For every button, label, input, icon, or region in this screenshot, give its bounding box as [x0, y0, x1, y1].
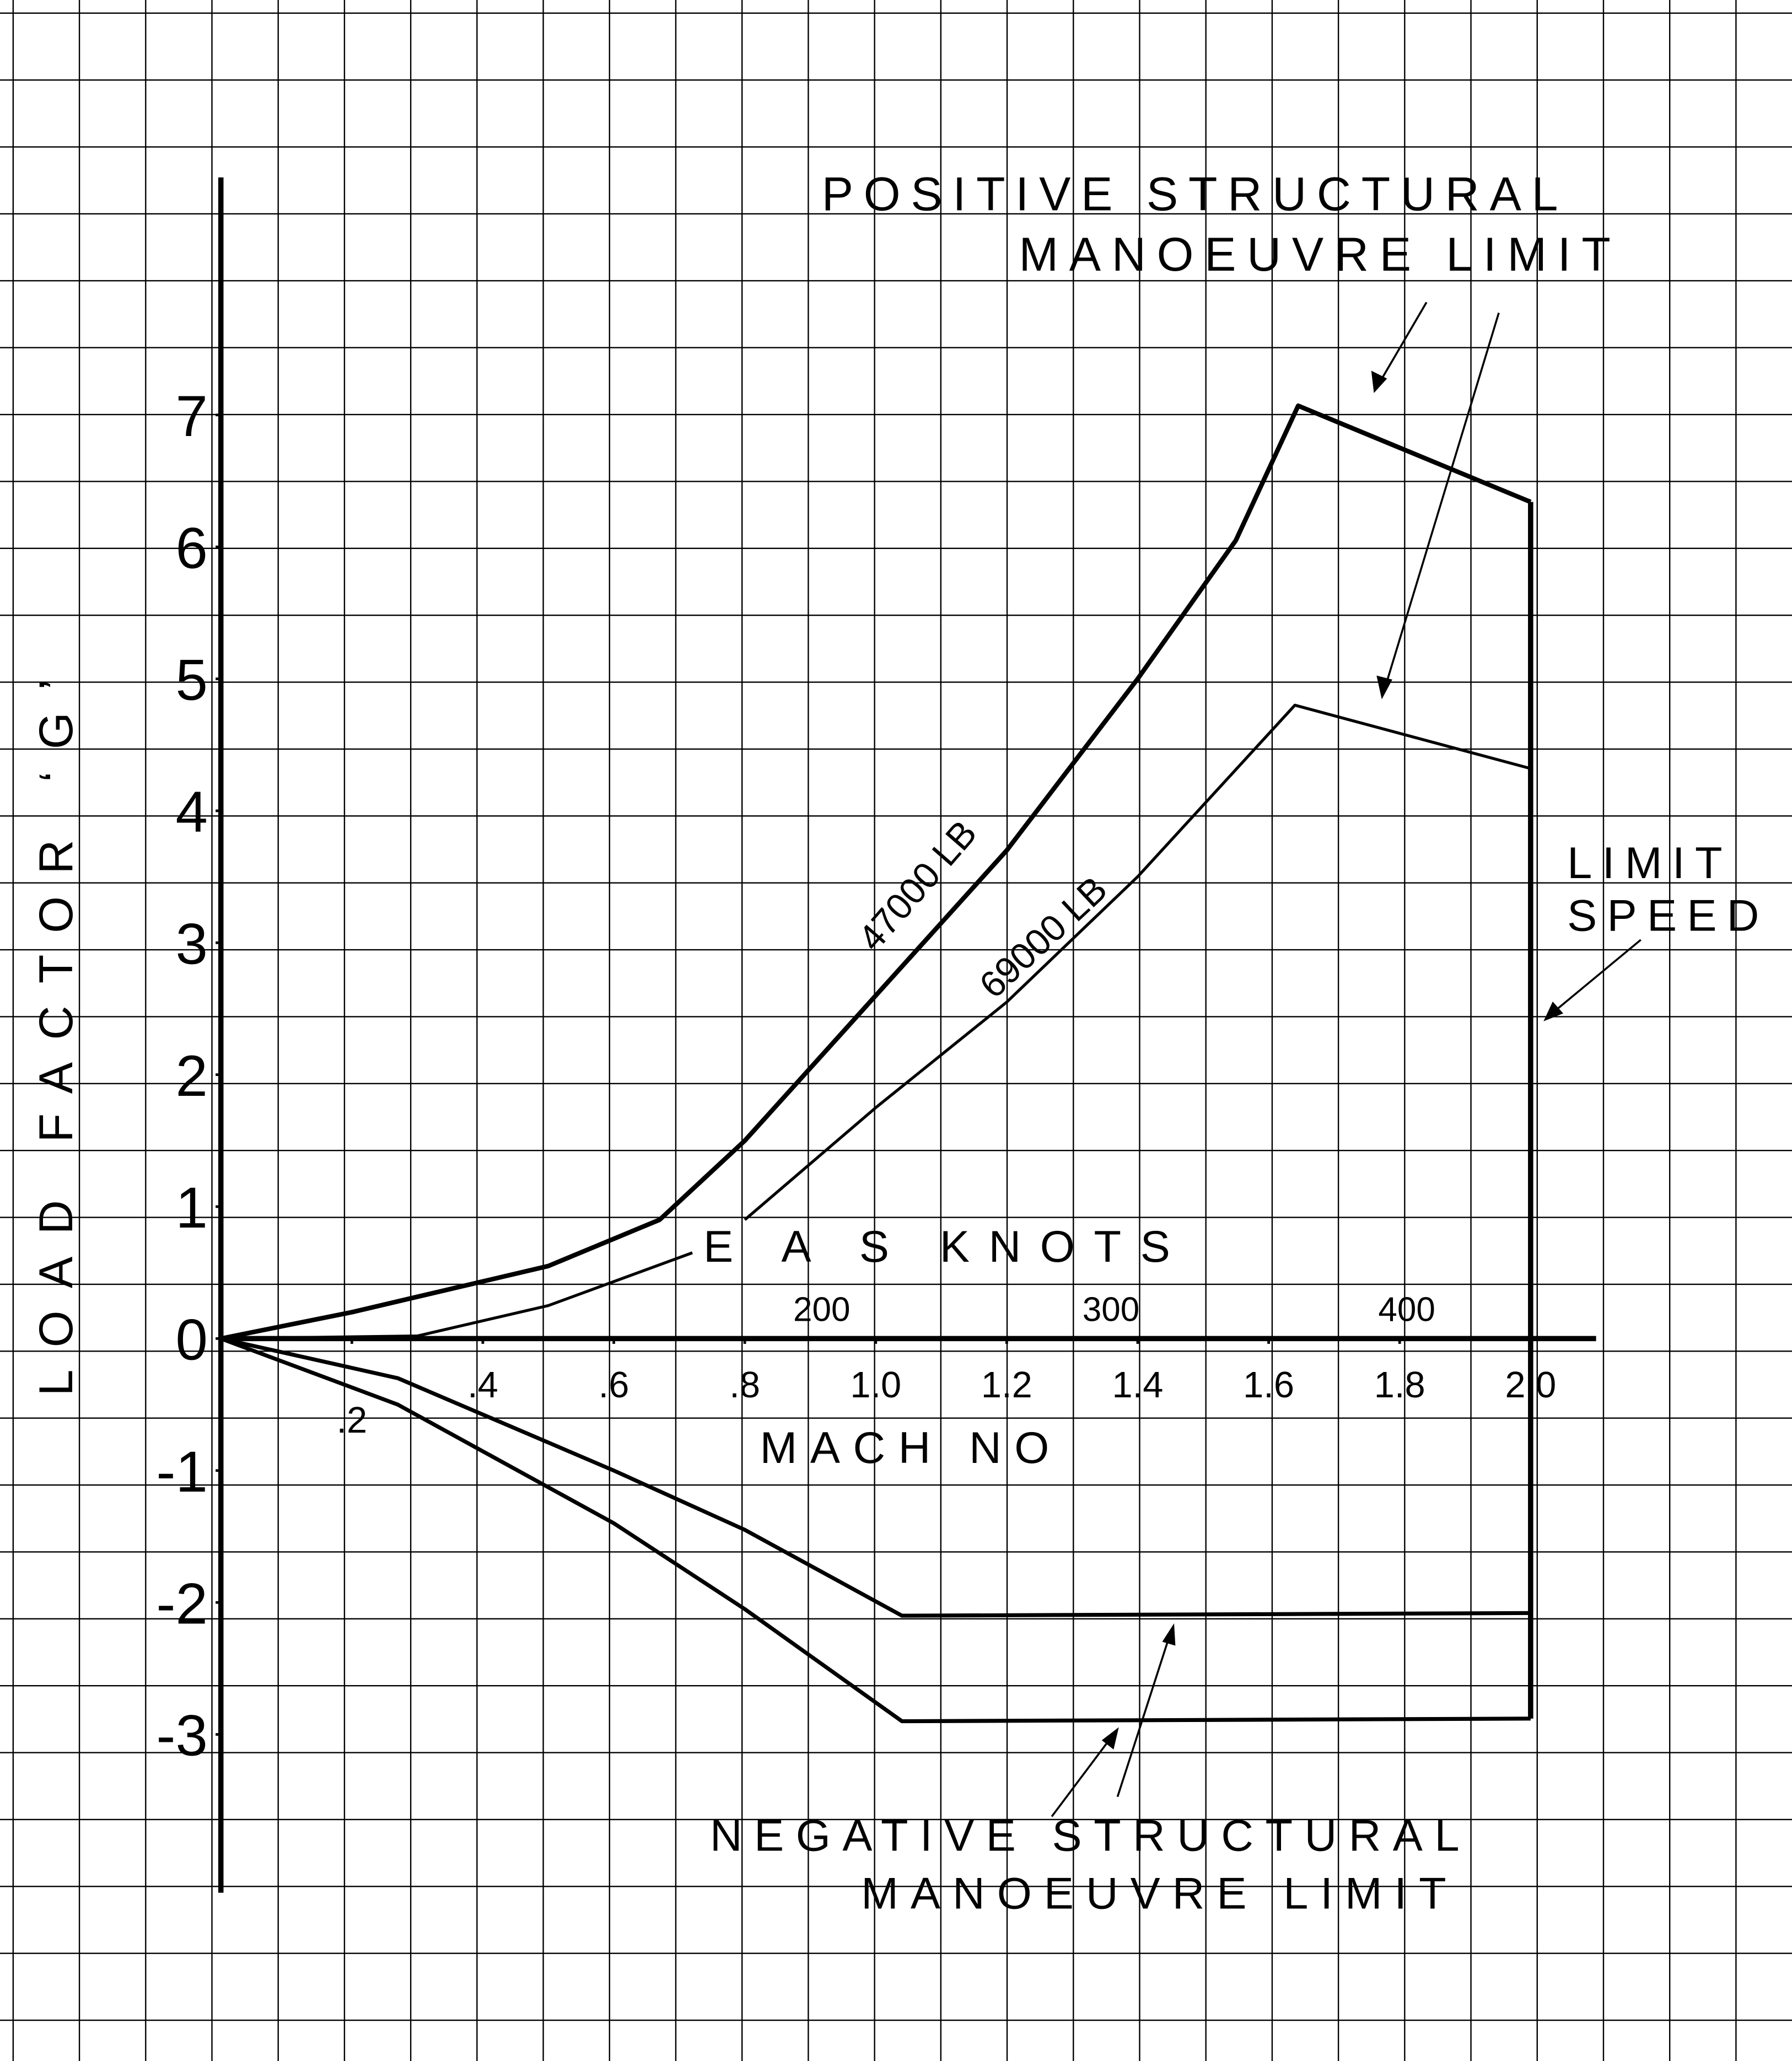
series-line [220, 403, 1532, 1341]
x-tick-label: .6 [599, 1365, 629, 1406]
arrowhead [1101, 1727, 1119, 1750]
arrow [1382, 313, 1500, 695]
series-line [220, 1337, 1531, 1724]
x-tick-label: 1.8 [1374, 1365, 1425, 1406]
y-tick-label: -1 [157, 1440, 208, 1504]
arrowhead [1371, 370, 1387, 393]
series-line [220, 703, 1531, 1341]
y-tick-label: -2 [157, 1572, 208, 1636]
x-tick-label: 1.6 [1243, 1365, 1294, 1406]
y-tick-label: 1 [175, 1176, 207, 1240]
y-tick-label: 7 [175, 384, 207, 449]
x-tick-label: 1.2 [981, 1365, 1032, 1406]
annotation: MANOEUVRE LIMIT [1019, 228, 1611, 281]
y-tick-label: -3 [157, 1704, 208, 1768]
x-tick-label: .4 [467, 1365, 498, 1406]
arrow [1116, 1629, 1172, 1798]
eas-tick-label: 300 [1083, 1290, 1139, 1328]
y-axis-label: LOAD FACTOR ‘G’ [30, 680, 83, 1396]
arrowhead [1162, 1623, 1176, 1646]
y-tick-label: 5 [175, 648, 207, 713]
y-tick-label: 3 [175, 912, 207, 976]
annotation: POSITIVE STRUCTURAL [822, 168, 1558, 221]
annotation: MANOEUVRE LIMIT [861, 1869, 1446, 1918]
arrow [1548, 939, 1642, 1017]
series-label: 47000 LB [851, 813, 984, 959]
arrow [1375, 302, 1428, 389]
arrowhead [1543, 1002, 1563, 1021]
x-tick-label: .2 [336, 1400, 367, 1441]
y-tick-label: 4 [175, 780, 207, 844]
arrowheads [1101, 370, 1563, 1750]
annotation: LIMIT [1567, 838, 1722, 888]
annotation: NEGATIVE STRUCTURAL [710, 1811, 1460, 1860]
arrows [1051, 302, 1642, 1817]
annotation: SPEED [1567, 891, 1759, 940]
x-tick-label: 1.0 [850, 1365, 901, 1406]
y-tick-label: 2 [175, 1044, 207, 1108]
eas-tick-label: 400 [1378, 1290, 1435, 1328]
arrow [1051, 1731, 1116, 1817]
x-axis-label: MACH NO [760, 1423, 1050, 1473]
y-tick-label: 0 [175, 1308, 207, 1373]
eas-axis-label: E A S KNOTS [703, 1222, 1170, 1272]
series-line [220, 1336, 1531, 1618]
x-tick-label: .8 [729, 1365, 760, 1406]
y-tick-label: 6 [175, 516, 207, 580]
arrowhead [1376, 675, 1392, 699]
x-tick-label: 1.4 [1112, 1365, 1164, 1406]
series-label: 69000 LB [972, 869, 1115, 1006]
eas-tick-label: 200 [793, 1290, 850, 1328]
